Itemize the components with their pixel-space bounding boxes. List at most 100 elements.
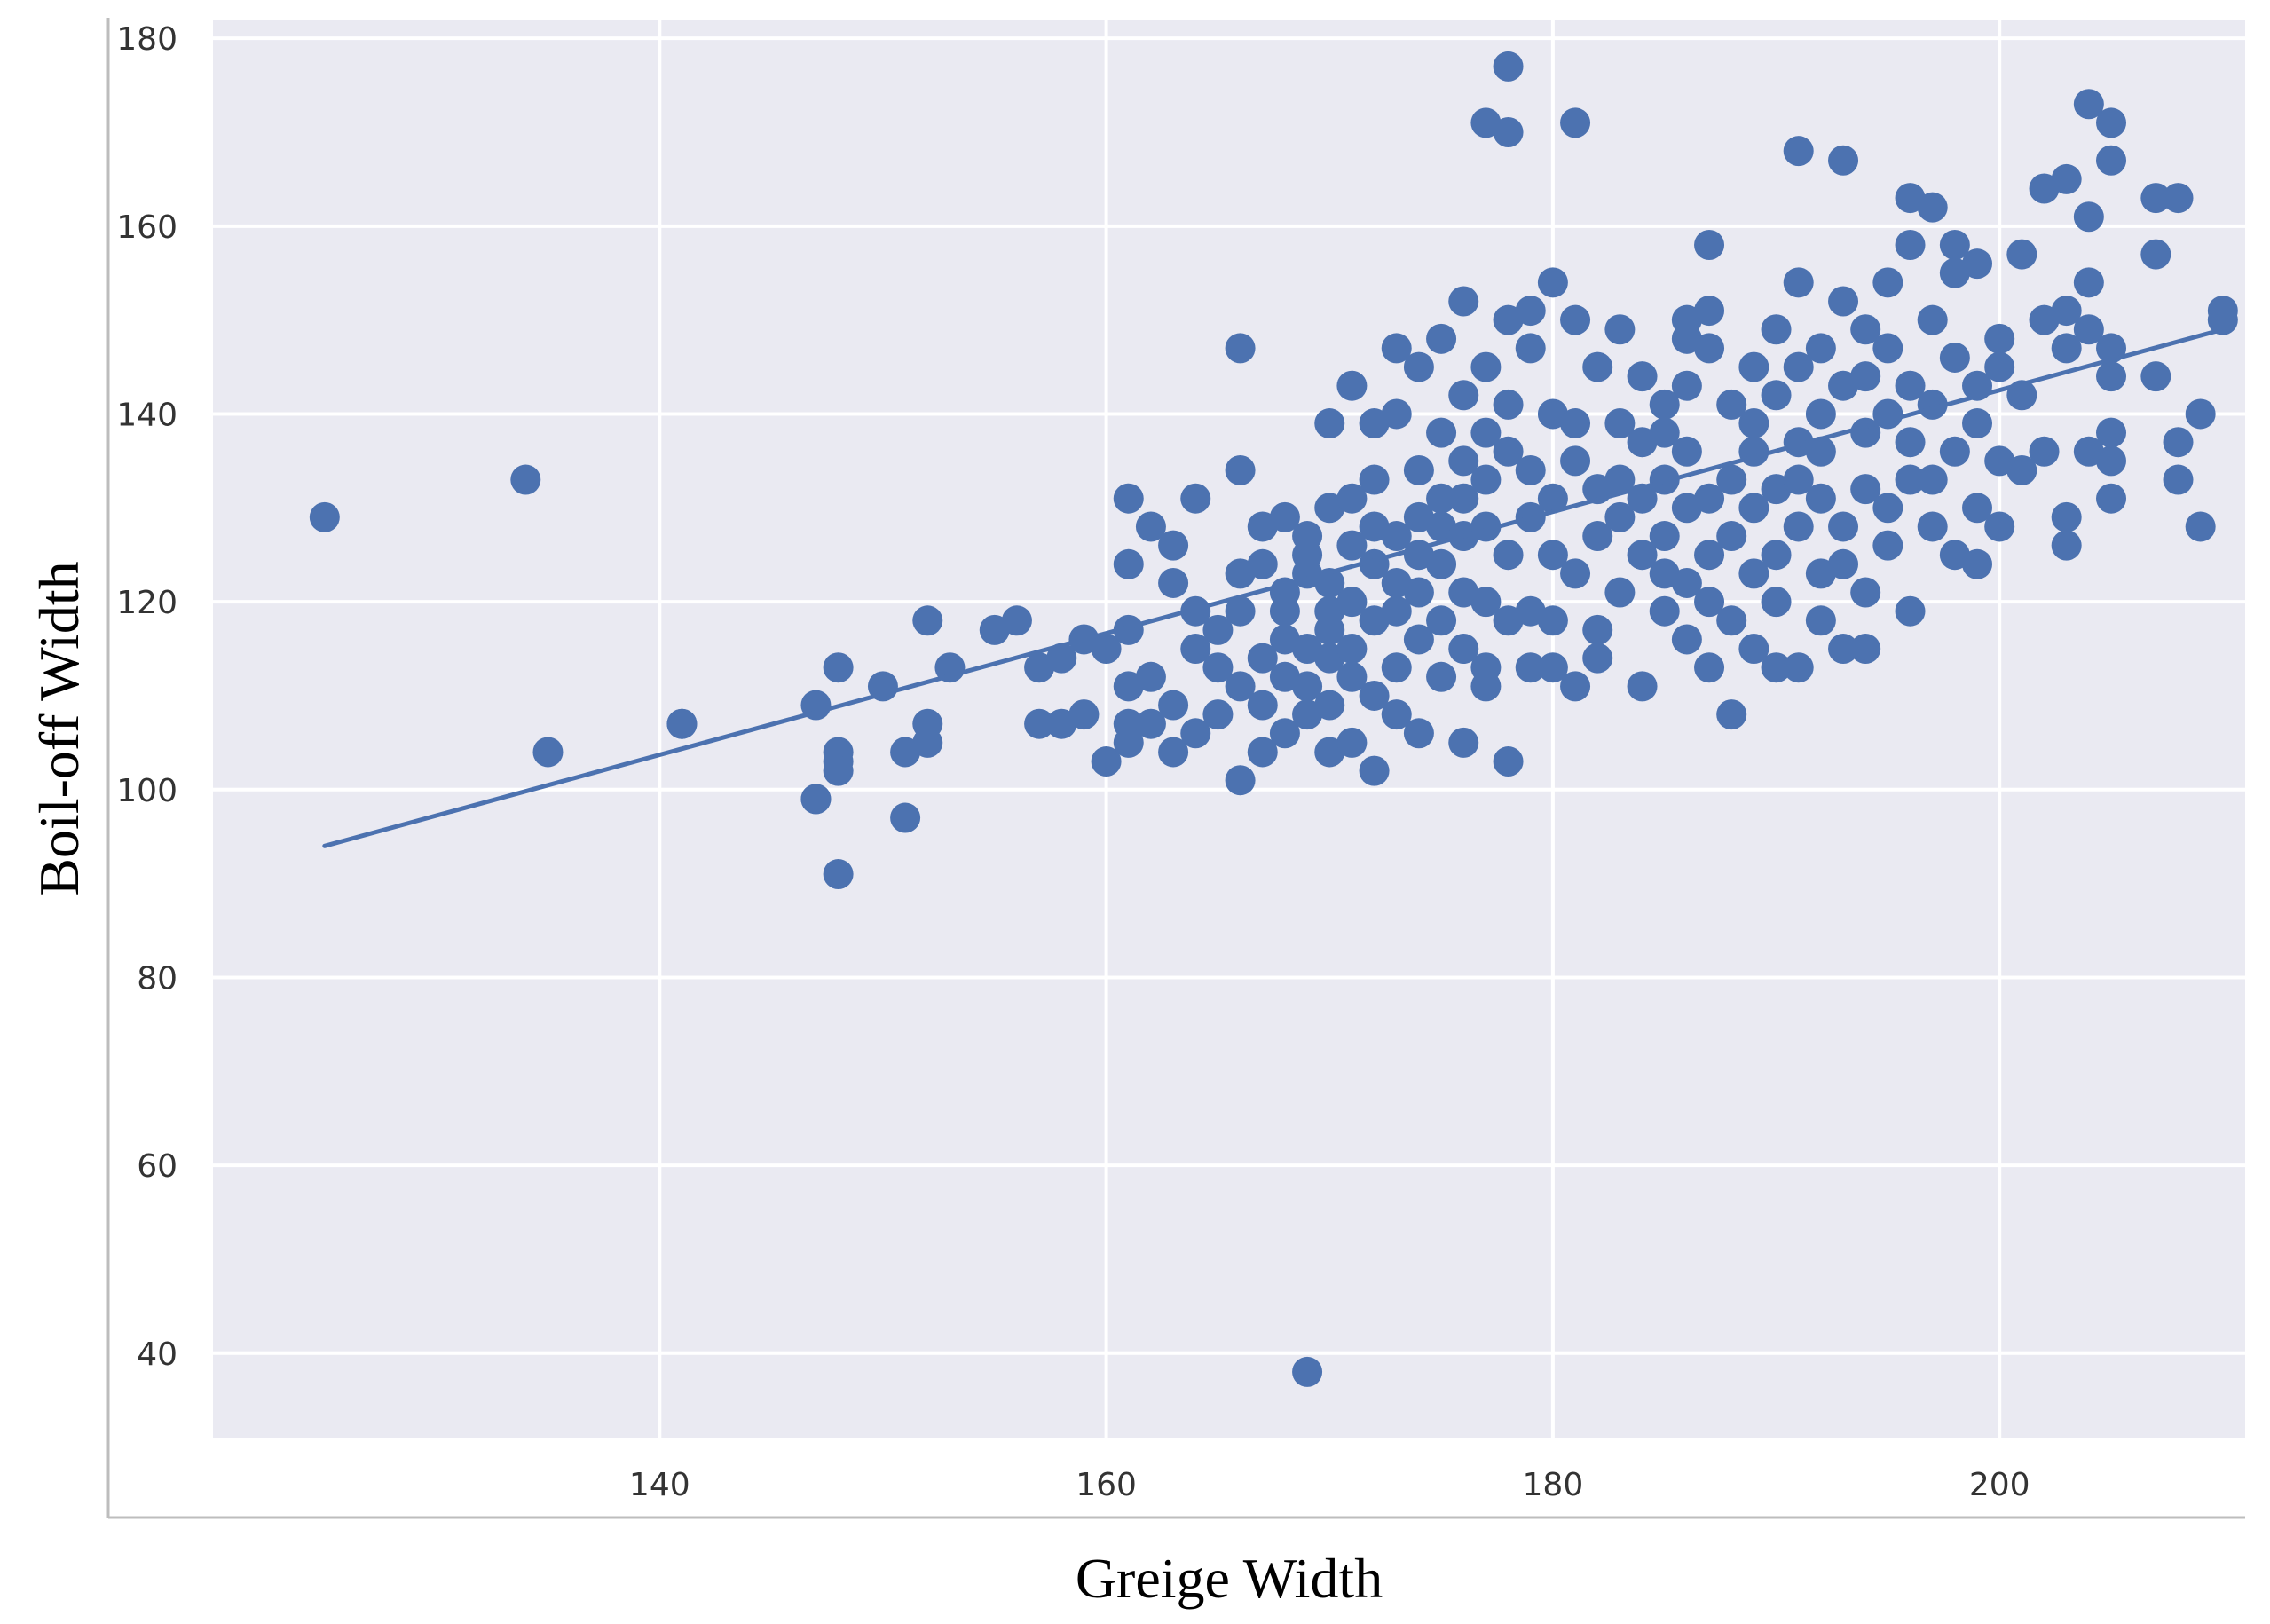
data-point bbox=[1895, 229, 1926, 260]
data-point bbox=[1627, 671, 1658, 702]
data-point bbox=[1493, 116, 1524, 147]
data-point bbox=[1939, 342, 1970, 373]
data-point bbox=[1515, 333, 1546, 364]
y-axis-title: Boil-off Width bbox=[28, 561, 91, 895]
y-tick-label: 80 bbox=[137, 960, 177, 997]
data-point bbox=[2051, 530, 2082, 561]
data-point bbox=[1850, 361, 1881, 392]
data-point bbox=[2096, 445, 2127, 477]
data-point bbox=[1604, 464, 1636, 495]
data-point bbox=[1649, 521, 1680, 552]
data-point bbox=[1493, 389, 1524, 420]
data-point bbox=[1761, 587, 1792, 618]
data-point bbox=[1336, 530, 1368, 561]
data-point bbox=[1336, 727, 1368, 758]
data-point bbox=[1850, 577, 1881, 608]
data-point bbox=[2029, 436, 2060, 467]
data-point bbox=[1381, 398, 1412, 430]
data-point bbox=[1135, 708, 1166, 739]
data-point bbox=[1225, 333, 1256, 364]
data-point bbox=[1269, 501, 1300, 532]
data-point bbox=[1828, 634, 1859, 665]
data-point bbox=[1850, 314, 1881, 345]
data-point bbox=[1336, 634, 1368, 665]
data-point bbox=[1761, 540, 1792, 571]
data-point bbox=[1113, 614, 1144, 645]
data-point bbox=[1448, 380, 1479, 411]
data-point bbox=[2073, 201, 2104, 233]
data-point bbox=[1448, 286, 1479, 317]
data-point bbox=[890, 802, 921, 833]
data-point bbox=[1515, 296, 1546, 327]
data-point bbox=[1403, 718, 1434, 749]
data-point bbox=[1694, 652, 1725, 683]
data-point bbox=[1604, 501, 1636, 532]
data-point bbox=[1158, 737, 1189, 768]
data-point bbox=[532, 737, 564, 768]
data-point bbox=[2073, 267, 2104, 298]
data-point bbox=[1872, 530, 1903, 561]
data-point bbox=[1448, 445, 1479, 477]
data-point bbox=[1761, 314, 1792, 345]
data-point bbox=[510, 464, 541, 495]
data-point bbox=[823, 755, 854, 786]
data-point bbox=[1336, 587, 1368, 618]
data-point bbox=[1046, 643, 1077, 674]
data-point bbox=[1403, 454, 1434, 485]
data-point bbox=[1738, 493, 1769, 524]
data-point bbox=[1716, 521, 1747, 552]
data-point bbox=[1694, 333, 1725, 364]
data-point bbox=[1336, 483, 1368, 514]
data-point bbox=[2096, 361, 2127, 392]
data-point bbox=[1202, 699, 1234, 730]
data-point bbox=[2006, 239, 2037, 270]
data-point bbox=[1962, 248, 1993, 280]
data-point bbox=[1225, 765, 1256, 796]
data-point bbox=[1917, 464, 1948, 495]
data-point bbox=[1225, 595, 1256, 627]
data-point bbox=[1694, 483, 1725, 514]
data-point bbox=[1828, 511, 1859, 542]
data-point bbox=[1359, 680, 1390, 711]
data-point bbox=[1426, 323, 1457, 354]
data-point bbox=[1068, 699, 1100, 730]
data-point bbox=[1828, 548, 1859, 579]
data-point bbox=[1805, 398, 1836, 430]
data-point bbox=[1381, 595, 1412, 627]
data-point bbox=[1895, 427, 1926, 458]
data-point bbox=[1895, 595, 1926, 627]
data-point bbox=[1381, 333, 1412, 364]
data-point bbox=[1493, 51, 1524, 82]
y-tick-label: 120 bbox=[116, 585, 177, 621]
data-point bbox=[1716, 699, 1747, 730]
data-point bbox=[1180, 483, 1211, 514]
data-points bbox=[309, 51, 2238, 1387]
data-point bbox=[1225, 454, 1256, 485]
data-point bbox=[1738, 558, 1769, 589]
y-tick-label: 140 bbox=[116, 397, 177, 433]
data-point bbox=[1537, 652, 1568, 683]
data-point bbox=[2096, 107, 2127, 138]
data-point bbox=[1917, 511, 1948, 542]
data-point bbox=[1381, 699, 1412, 730]
data-point bbox=[1158, 530, 1189, 561]
x-tick-label: 160 bbox=[1076, 1467, 1137, 1503]
data-point bbox=[1962, 548, 1993, 579]
data-point bbox=[1783, 652, 1814, 683]
data-point bbox=[1001, 605, 1032, 636]
data-point bbox=[2073, 89, 2104, 120]
data-point bbox=[1448, 634, 1479, 665]
data-point bbox=[1359, 755, 1390, 786]
data-point bbox=[1604, 314, 1636, 345]
trend-line bbox=[322, 327, 2226, 848]
data-point bbox=[1560, 304, 1591, 335]
data-point bbox=[1135, 511, 1166, 542]
data-point bbox=[2163, 464, 2194, 495]
data-point bbox=[2207, 304, 2238, 335]
data-point bbox=[1448, 727, 1479, 758]
data-point bbox=[2006, 454, 2037, 485]
data-point bbox=[1314, 408, 1345, 439]
data-point bbox=[1671, 624, 1702, 655]
data-point bbox=[1493, 746, 1524, 777]
